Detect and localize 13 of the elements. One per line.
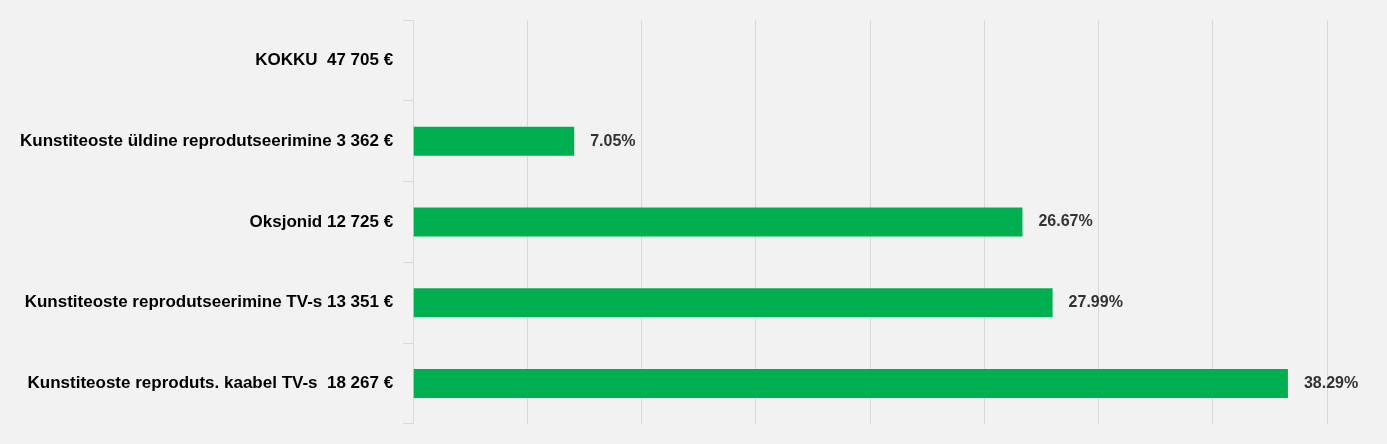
bar	[413, 368, 1288, 398]
bar	[413, 288, 1053, 318]
y-tick-label: KOKKU 47 705 €	[255, 50, 394, 70]
data-label: 26.67%	[1038, 212, 1093, 230]
y-tick-label: Kunstiteoste reprodutseerimine TV-s 13 351 €	[24, 292, 394, 312]
data-label: 27.99%	[1068, 293, 1123, 311]
data-label: 38.29%	[1303, 373, 1359, 391]
bar	[413, 207, 1023, 237]
data-label: 7.05%	[590, 131, 636, 149]
y-tick-label: Oksjonid 12 725 €	[249, 211, 394, 231]
bar	[413, 126, 575, 156]
y-tick-label: Kunstiteoste reproduts. kaabel TV-s 18 267 €	[27, 373, 394, 393]
y-tick-label: Kunstiteoste üldine reprodutseerimine 3 362 €	[19, 130, 394, 150]
